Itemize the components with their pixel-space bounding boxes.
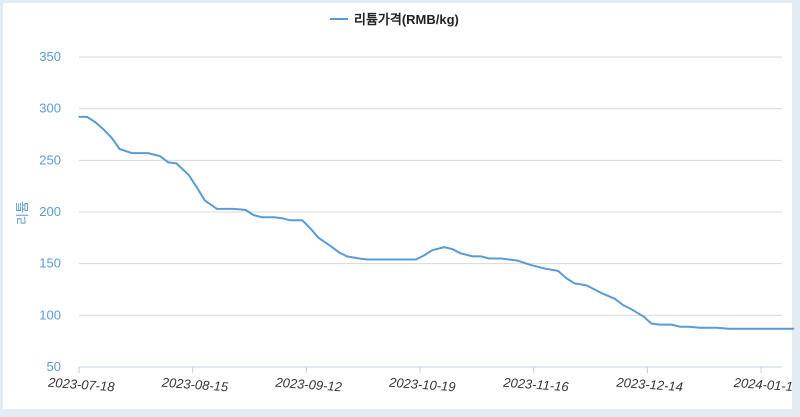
data-point[interactable] [537, 266, 539, 268]
data-point[interactable] [735, 328, 738, 330]
data-point[interactable] [252, 214, 255, 216]
y-tick-label: 300 [39, 101, 61, 116]
data-point[interactable] [679, 325, 681, 328]
data-point[interactable] [195, 186, 198, 188]
x-tick-label: 2023-10-19 [388, 375, 456, 395]
data-point[interactable] [159, 155, 161, 157]
data-point[interactable] [565, 277, 567, 279]
data-point[interactable] [216, 208, 218, 210]
data-point[interactable] [147, 152, 149, 154]
x-tick-label: 2023-08-15 [160, 375, 229, 395]
data-point[interactable] [658, 323, 661, 326]
data-point[interactable] [175, 162, 178, 165]
data-point[interactable] [744, 328, 746, 330]
data-point[interactable] [784, 328, 787, 330]
data-point[interactable] [423, 254, 425, 257]
data-point[interactable] [451, 248, 454, 250]
data-point[interactable] [415, 258, 417, 261]
data-point[interactable] [187, 174, 190, 176]
data-point[interactable] [687, 325, 689, 328]
data-point[interactable] [622, 304, 624, 306]
data-point[interactable] [281, 217, 283, 219]
y-tick-label: 250 [39, 152, 61, 167]
data-point[interactable] [139, 152, 141, 154]
y-tick-label: 150 [39, 256, 61, 271]
y-tick-label: 200 [39, 204, 61, 219]
data-point[interactable] [110, 136, 113, 139]
data-point[interactable] [671, 323, 673, 326]
series-layer [78, 115, 795, 330]
data-point[interactable] [244, 209, 247, 211]
data-point[interactable] [650, 322, 653, 325]
data-point[interactable] [760, 328, 762, 330]
data-point[interactable] [346, 255, 348, 258]
data-point[interactable] [516, 259, 519, 262]
x-tick-label: 2023-11-16 [502, 375, 570, 395]
data-point[interactable] [614, 298, 616, 300]
data-point[interactable] [715, 326, 718, 329]
data-point[interactable] [472, 255, 474, 258]
data-point[interactable] [642, 315, 645, 318]
data-point[interactable] [630, 308, 632, 310]
data-point[interactable] [338, 251, 340, 254]
y-tick-labels: 350 300 250 200 150 100 50 [39, 49, 61, 374]
data-point[interactable] [585, 284, 588, 287]
data-point[interactable] [301, 219, 304, 222]
data-point[interactable] [707, 326, 710, 329]
x-tick-label: 2024-01-1 [732, 375, 793, 394]
data-point[interactable] [459, 252, 462, 255]
y-tick-label: 350 [39, 49, 61, 64]
data-point[interactable] [699, 326, 701, 329]
data-point[interactable] [508, 258, 511, 261]
x-tick-labels: 2023-07-18 2023-08-15 2023-09-12 2023-10-19… [47, 375, 794, 395]
data-point[interactable] [224, 208, 226, 210]
data-point[interactable] [488, 257, 490, 260]
data-point[interactable] [727, 328, 730, 330]
data-point[interactable] [309, 227, 312, 230]
data-point[interactable] [480, 255, 482, 258]
data-point[interactable] [329, 245, 332, 247]
x-axis [78, 366, 782, 373]
data-point[interactable] [204, 199, 206, 202]
data-point[interactable] [601, 292, 604, 295]
data-point[interactable] [94, 121, 96, 123]
y-tick-label: 100 [39, 307, 61, 322]
data-point[interactable] [317, 237, 320, 239]
data-point[interactable] [260, 216, 263, 218]
data-point[interactable] [557, 270, 559, 272]
data-point[interactable] [768, 328, 770, 330]
y-tick-label: 50 [47, 359, 61, 374]
x-tick-label: 2023-12-14 [615, 375, 683, 395]
series-line[interactable] [79, 115, 794, 330]
data-point[interactable] [573, 282, 576, 285]
x-tick-label: 2023-09-12 [274, 375, 343, 395]
data-point[interactable] [431, 249, 434, 251]
data-point[interactable] [289, 219, 291, 222]
data-point[interactable] [358, 257, 360, 260]
gridlines [79, 56, 782, 316]
data-point[interactable] [167, 161, 170, 164]
data-point[interactable] [792, 328, 795, 330]
data-point[interactable] [232, 208, 235, 210]
data-point[interactable] [366, 258, 369, 261]
y-axis-label: 리튬 [15, 201, 30, 225]
legend-label: 리튬가격(RMB/kg) [354, 12, 459, 27]
data-point[interactable] [593, 288, 596, 291]
data-point[interactable] [131, 152, 133, 154]
data-point[interactable] [78, 116, 80, 118]
data-point[interactable] [528, 263, 531, 266]
data-point[interactable] [273, 216, 275, 218]
data-point[interactable] [443, 246, 446, 248]
data-point[interactable] [86, 116, 88, 118]
data-point[interactable] [500, 257, 503, 260]
x-tick-label: 2023-07-18 [47, 375, 116, 395]
legend[interactable]: 리튬가격(RMB/kg) [330, 12, 459, 27]
data-point[interactable] [102, 128, 105, 131]
data-point[interactable] [545, 268, 547, 270]
data-point[interactable] [118, 148, 121, 150]
